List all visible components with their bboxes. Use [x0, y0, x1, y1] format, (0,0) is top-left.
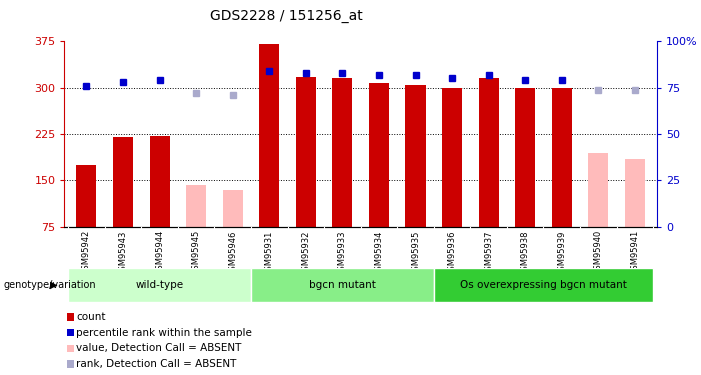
Bar [625, 159, 645, 227]
Text: GSM95943: GSM95943 [118, 230, 128, 276]
Text: GSM95939: GSM95939 [557, 230, 566, 276]
Bar [434, 268, 653, 302]
Text: GSM95932: GSM95932 [301, 230, 311, 276]
Bar [332, 78, 353, 227]
Text: GSM95937: GSM95937 [484, 230, 493, 276]
Bar [479, 78, 498, 227]
Text: Os overexpressing bgcn mutant: Os overexpressing bgcn mutant [460, 280, 627, 290]
Bar [68, 268, 251, 302]
Text: GSM95936: GSM95936 [447, 230, 456, 276]
Bar [369, 83, 389, 227]
Text: GSM95944: GSM95944 [155, 230, 164, 275]
Text: GSM95933: GSM95933 [338, 230, 347, 276]
Text: rank, Detection Call = ABSENT: rank, Detection Call = ABSENT [76, 359, 237, 369]
Text: GSM95942: GSM95942 [82, 230, 91, 275]
Bar [223, 190, 243, 227]
Bar [259, 44, 279, 227]
Bar [76, 165, 97, 227]
Text: GSM95935: GSM95935 [411, 230, 420, 276]
Text: percentile rank within the sample: percentile rank within the sample [76, 328, 252, 338]
Bar [149, 136, 170, 227]
Text: count: count [76, 312, 106, 322]
Bar [113, 137, 133, 227]
Text: GSM95941: GSM95941 [630, 230, 639, 275]
Text: GSM95938: GSM95938 [521, 230, 530, 276]
Text: GSM95946: GSM95946 [229, 230, 237, 276]
Text: GSM95940: GSM95940 [594, 230, 603, 275]
Text: GSM95945: GSM95945 [191, 230, 200, 275]
Text: wild-type: wild-type [135, 280, 184, 290]
Bar [588, 153, 608, 227]
Text: value, Detection Call = ABSENT: value, Detection Call = ABSENT [76, 344, 242, 353]
Text: genotype/variation: genotype/variation [4, 280, 96, 290]
Bar [186, 185, 206, 227]
Text: ▶: ▶ [50, 280, 57, 290]
Text: GDS2228 / 151256_at: GDS2228 / 151256_at [210, 9, 363, 23]
Bar [515, 88, 536, 227]
Text: GSM95931: GSM95931 [265, 230, 274, 276]
Text: bgcn mutant: bgcn mutant [309, 280, 376, 290]
Bar [405, 85, 426, 227]
Bar [251, 268, 434, 302]
Bar [442, 88, 462, 227]
Bar [552, 88, 572, 227]
Bar [296, 76, 316, 227]
Text: GSM95934: GSM95934 [374, 230, 383, 276]
